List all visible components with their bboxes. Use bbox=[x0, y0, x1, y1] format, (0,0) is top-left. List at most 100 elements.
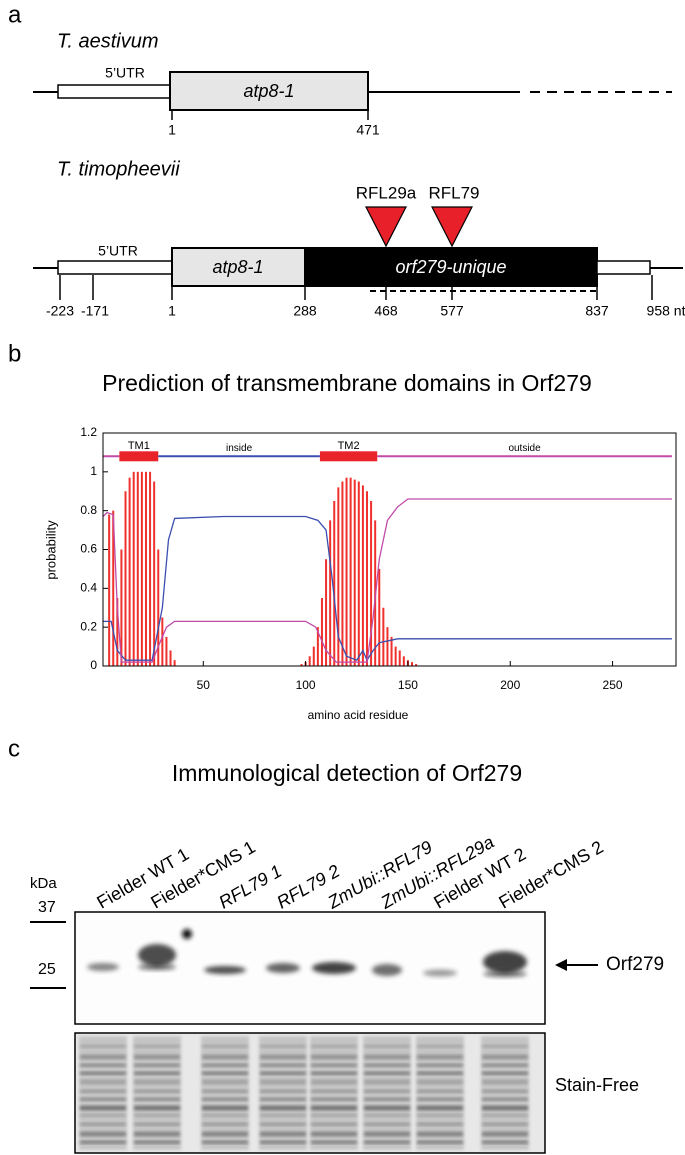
gel-band bbox=[134, 1090, 180, 1093]
probability-line bbox=[103, 515, 672, 662]
tm-bar bbox=[320, 598, 323, 666]
tm-bar bbox=[128, 477, 131, 666]
gel-band bbox=[260, 1114, 306, 1117]
gel-band bbox=[417, 1080, 463, 1084]
gel-band bbox=[364, 1072, 410, 1075]
gel-band bbox=[80, 1080, 126, 1084]
gene-label: atp8-1 bbox=[243, 81, 294, 101]
gel-band bbox=[202, 1090, 248, 1093]
panel-label: b bbox=[8, 340, 21, 367]
gel-band bbox=[260, 1064, 306, 1067]
gel-band bbox=[134, 1072, 180, 1075]
gel-band bbox=[134, 1098, 180, 1101]
tm-bar bbox=[382, 607, 385, 666]
gel-band bbox=[364, 1141, 410, 1144]
gel-band bbox=[482, 1098, 528, 1101]
gel-band bbox=[260, 1098, 306, 1101]
gel-band bbox=[134, 1045, 180, 1048]
gel-band bbox=[80, 1106, 126, 1110]
gel-lanes bbox=[79, 1036, 529, 1150]
tm-bar bbox=[169, 650, 172, 666]
tm-bar bbox=[124, 491, 127, 666]
gel-band bbox=[364, 1055, 410, 1059]
position-label: 471 bbox=[356, 122, 380, 138]
position-ticks: -223 -171 1 288 468 577 837 958 nt bbox=[46, 275, 685, 319]
gel-band bbox=[260, 1080, 306, 1084]
x-tick-label: 50 bbox=[197, 678, 211, 692]
gel-band bbox=[417, 1072, 463, 1075]
gel-band bbox=[134, 1123, 180, 1126]
gel-band bbox=[311, 1072, 357, 1075]
position-label: 958 nt bbox=[647, 303, 685, 319]
gene-label: atp8-1 bbox=[212, 257, 263, 277]
tm-bar bbox=[316, 627, 319, 666]
blot-band bbox=[138, 944, 176, 966]
tm-bar bbox=[390, 636, 393, 666]
panel-c: c Immunological detection of Orf279 kDa … bbox=[8, 735, 664, 1154]
tm-bar bbox=[349, 477, 352, 666]
topology-label: inside bbox=[226, 443, 253, 454]
marker-unit: kDa bbox=[30, 875, 57, 892]
tm-bar bbox=[120, 549, 123, 666]
gel-band bbox=[202, 1132, 248, 1136]
gel-band bbox=[202, 1114, 248, 1117]
blot-band bbox=[204, 966, 246, 974]
gel-band bbox=[202, 1098, 248, 1101]
panel-b: b Prediction of transmembrane domains in… bbox=[8, 340, 677, 722]
gel-band bbox=[260, 1072, 306, 1075]
utr-label: 5’UTR bbox=[98, 243, 138, 259]
gel-band bbox=[134, 1080, 180, 1084]
gel-band bbox=[311, 1090, 357, 1093]
panel-label: c bbox=[8, 735, 20, 762]
gel-band bbox=[80, 1090, 126, 1093]
gel-band bbox=[202, 1080, 248, 1084]
blot-spot bbox=[182, 929, 192, 939]
tm-bar bbox=[132, 471, 135, 666]
x-axis-label: amino acid residue bbox=[308, 708, 409, 722]
gel-band bbox=[482, 1123, 528, 1126]
insertion-marker bbox=[365, 206, 407, 248]
gel-band bbox=[202, 1055, 248, 1059]
position-label: 577 bbox=[440, 303, 464, 319]
gel-band bbox=[80, 1114, 126, 1117]
position-label: -171 bbox=[81, 303, 109, 319]
tm-bar bbox=[370, 500, 373, 666]
tm-bar bbox=[398, 650, 401, 666]
tm-bar bbox=[108, 514, 111, 666]
tm-bar bbox=[112, 510, 115, 666]
gel-band bbox=[482, 1080, 528, 1084]
tm-bar bbox=[329, 520, 332, 666]
plot-frame bbox=[102, 432, 677, 667]
x-tick-label: 250 bbox=[603, 678, 623, 692]
position-label: 837 bbox=[585, 303, 609, 319]
gel-band bbox=[260, 1141, 306, 1144]
tm-bar bbox=[161, 617, 164, 666]
gel-band bbox=[364, 1090, 410, 1093]
y-tick-label: 0.8 bbox=[80, 503, 97, 517]
blot-band bbox=[423, 969, 457, 977]
y-tick-label: 1 bbox=[90, 464, 97, 478]
band-label: Orf279 bbox=[606, 954, 664, 975]
species: T. aestivum bbox=[57, 30, 159, 52]
tm-bar bbox=[378, 568, 381, 666]
position-label: 1 bbox=[168, 303, 176, 319]
tm-bar bbox=[157, 549, 160, 666]
panel-label: a bbox=[8, 1, 22, 28]
gel-band bbox=[311, 1141, 357, 1144]
gel-band bbox=[260, 1090, 306, 1093]
gel-band bbox=[482, 1064, 528, 1067]
gel-band bbox=[202, 1106, 248, 1110]
blot-band bbox=[266, 963, 300, 973]
tm-bar bbox=[353, 479, 356, 666]
gel-band bbox=[482, 1055, 528, 1059]
gel-band bbox=[202, 1141, 248, 1144]
gel-band bbox=[482, 1045, 528, 1048]
gel-band bbox=[202, 1064, 248, 1067]
gel-band bbox=[80, 1064, 126, 1067]
gel-band bbox=[311, 1064, 357, 1067]
gel-band bbox=[417, 1045, 463, 1048]
tm-bar bbox=[300, 664, 303, 666]
gel-band bbox=[364, 1080, 410, 1084]
gel-band bbox=[80, 1098, 126, 1101]
